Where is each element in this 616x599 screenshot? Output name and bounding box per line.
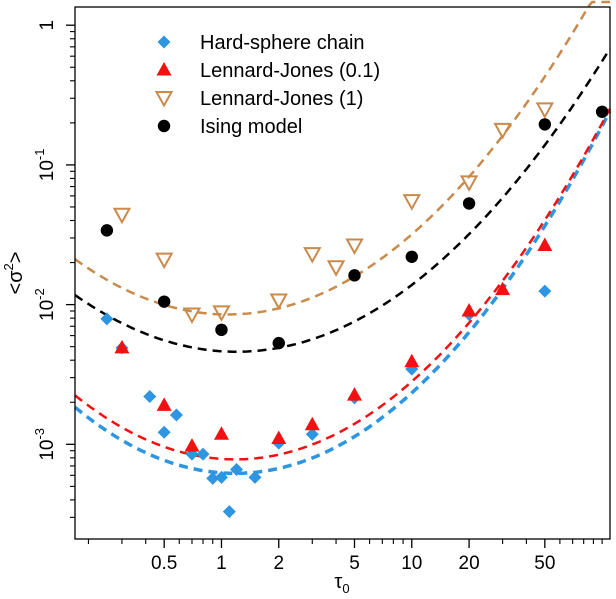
point-lennard-jones-0-1 (495, 281, 511, 296)
x-tick-label: 2 (273, 553, 284, 574)
point-lennard-jones-1 (212, 305, 231, 322)
x-tick-label: 1 (216, 553, 227, 574)
point-hard-sphere-chain (206, 471, 220, 485)
point-lennard-jones-0-1 (184, 438, 200, 452)
legend-item-lennard-jones-0-1: Lennard-Jones (0.1) (156, 60, 380, 82)
point-lennard-jones-1 (154, 252, 174, 270)
series-lennard-jones-1 (112, 102, 555, 325)
point-hard-sphere-chain (230, 463, 244, 477)
plot-frame (74, 6, 611, 540)
legend-item-hard-sphere-chain: Hard-sphere chain (157, 32, 365, 54)
x-tick-label: 0.5 (151, 553, 177, 574)
legend-item-ising-model: Ising model (157, 116, 302, 138)
point-hard-sphere-chain (143, 389, 157, 403)
x-tick-label: 50 (534, 553, 555, 574)
point-ising-model (348, 269, 361, 282)
point-lennard-jones-1 (535, 102, 555, 119)
point-hard-sphere-chain (305, 427, 319, 441)
point-ising-model (272, 336, 285, 350)
point-lennard-jones-0-1 (304, 416, 320, 431)
point-ising-model (462, 197, 476, 210)
fit-curve-lennard-jones-1 (74, 0, 610, 316)
legend-item-lennard-jones-1: Lennard-Jones (1) (154, 88, 363, 110)
series-lennard-jones-0-1 (114, 237, 553, 452)
legend-marker-ising-model (157, 119, 171, 133)
point-ising-model (157, 295, 171, 308)
point-lennard-jones-0-1 (156, 397, 172, 411)
point-hard-sphere-chain (157, 425, 171, 439)
y-axis-title: <σ2> (1, 252, 27, 295)
point-lennard-jones-0-1 (271, 430, 287, 445)
point-lennard-jones-0-1 (537, 237, 553, 251)
fit-curves (73, 0, 612, 476)
point-lennard-jones-1 (182, 307, 202, 325)
point-lennard-jones-0-1 (213, 426, 229, 440)
point-hard-sphere-chain (214, 470, 228, 484)
x-tick-label: 10 (401, 553, 422, 574)
point-hard-sphere-chain (169, 408, 183, 422)
point-ising-model (595, 105, 609, 118)
legend-label: Lennard-Jones (0.1) (200, 60, 380, 82)
y-tick-label: 1 (37, 20, 58, 31)
point-hard-sphere-chain (100, 312, 114, 326)
point-lennard-jones-0-1 (404, 353, 420, 368)
x-axis: 0.5 1 2 5 10 20 50 (87, 539, 603, 574)
legend-marker-lennard-jones-0-1 (156, 62, 172, 76)
point-lennard-jones-0-1 (461, 303, 477, 317)
point-ising-model (405, 250, 418, 263)
point-hard-sphere-chain (196, 447, 210, 461)
fit-curve-hard-sphere-chain (73, 110, 612, 476)
y-tick-label: 10-3 (32, 428, 58, 461)
legend-label: Hard-sphere chain (200, 32, 365, 54)
point-lennard-jones-1 (303, 247, 322, 264)
point-lennard-jones-1 (402, 194, 421, 211)
point-hard-sphere-chain (538, 284, 552, 298)
point-lennard-jones-1 (459, 175, 479, 192)
legend-marker-hard-sphere-chain (157, 35, 171, 49)
fit-curve-lennard-jones-0-1 (74, 108, 612, 461)
x-axis-title: τ0 (334, 571, 349, 596)
legend-label: Lennard-Jones (1) (200, 88, 363, 110)
point-lennard-jones-1 (112, 207, 132, 225)
x-tick-label: 5 (349, 553, 360, 574)
point-lennard-jones-1 (269, 293, 288, 311)
y-tick-label: 10-1 (32, 149, 58, 182)
point-ising-model (538, 118, 552, 131)
point-lennard-jones-1 (326, 260, 346, 277)
series-ising-model (100, 105, 609, 350)
point-ising-model (215, 323, 228, 337)
point-lennard-jones-1 (345, 238, 364, 256)
point-lennard-jones-1 (493, 122, 512, 140)
legend-marker-lennard-jones-1 (154, 91, 174, 108)
x-tick-label: 20 (459, 553, 480, 574)
y-tick-label: 10-2 (32, 288, 58, 321)
point-lennard-jones-0-1 (347, 387, 362, 401)
point-ising-model (100, 224, 114, 237)
point-lennard-jones-0-1 (114, 339, 130, 354)
point-hard-sphere-chain (222, 505, 236, 519)
legend-label: Ising model (200, 116, 302, 138)
legend: Hard-sphere chain Lennard-Jones (0.1) Lenn… (154, 32, 380, 138)
y-axis: 10-3 10-2 10-1 1 (32, 20, 75, 518)
series-hard-sphere-chain (100, 284, 552, 519)
point-hard-sphere-chain (248, 470, 262, 484)
data-points (100, 102, 609, 519)
